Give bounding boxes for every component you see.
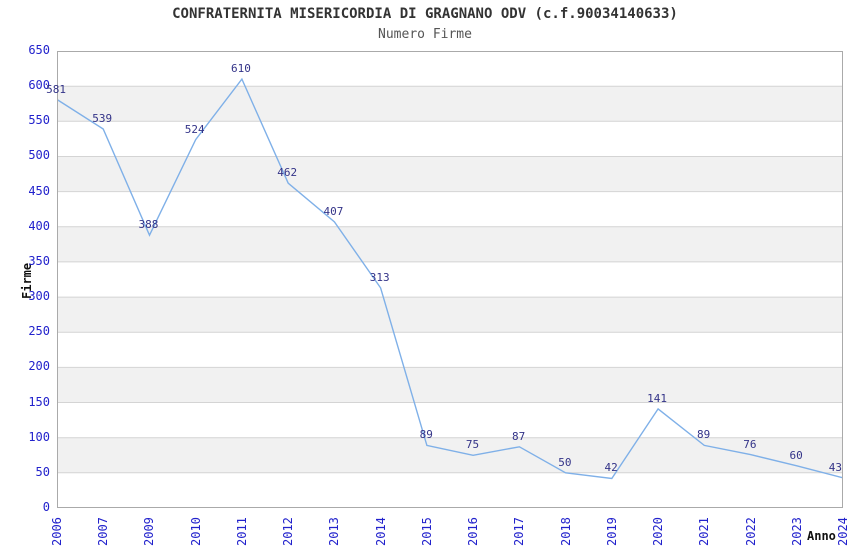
x-tick-label: 2015 bbox=[419, 517, 434, 546]
data-point-value: 581 bbox=[46, 82, 66, 96]
y-tick-label: 0 bbox=[42, 500, 50, 514]
x-tick-label: 2007 bbox=[96, 517, 111, 546]
y-tick-label: 600 bbox=[28, 78, 50, 93]
data-point-value: 42 bbox=[604, 461, 618, 475]
chart-subtitle: Numero Firme bbox=[378, 27, 472, 42]
background-band bbox=[57, 86, 843, 122]
x-axis-title: Anno bbox=[807, 529, 836, 543]
data-point-value: 462 bbox=[277, 166, 298, 180]
y-tick-label: 150 bbox=[28, 394, 50, 409]
data-point-value: 313 bbox=[369, 270, 390, 284]
plot-svg bbox=[56, 50, 844, 508]
x-tick-label: 2006 bbox=[50, 517, 64, 546]
y-tick-label: 400 bbox=[28, 218, 50, 233]
y-tick-label: 350 bbox=[28, 253, 50, 268]
x-tick-label: 2009 bbox=[142, 517, 157, 546]
data-point-value: 610 bbox=[231, 62, 251, 76]
x-tick-label: 2014 bbox=[373, 517, 388, 546]
data-point-value: 50 bbox=[558, 455, 572, 469]
background-band bbox=[57, 367, 843, 403]
y-tick-label: 450 bbox=[28, 183, 50, 198]
chart-title: CONFRATERNITA MISERICORDIA DI GRAGNANO O… bbox=[172, 6, 678, 22]
background-band bbox=[57, 226, 843, 262]
data-point-value: 407 bbox=[323, 204, 344, 218]
x-tick-label: 2023 bbox=[789, 517, 804, 546]
y-tick-label: 100 bbox=[28, 429, 50, 444]
y-tick-label: 650 bbox=[28, 43, 50, 57]
x-tick-label: 2021 bbox=[697, 517, 712, 546]
x-tick-label: 2018 bbox=[558, 517, 573, 546]
data-point-value: 141 bbox=[647, 391, 667, 405]
plot-area bbox=[56, 50, 844, 508]
data-point-value: 87 bbox=[512, 429, 526, 443]
background-band bbox=[57, 156, 843, 192]
x-tick-label: 2013 bbox=[327, 517, 342, 546]
y-tick-label: 50 bbox=[35, 464, 50, 479]
data-point-value: 76 bbox=[743, 437, 757, 451]
plot-border bbox=[57, 51, 843, 508]
x-tick-label: 2019 bbox=[604, 517, 619, 546]
data-point-value: 89 bbox=[419, 428, 433, 442]
x-tick-label: 2011 bbox=[234, 517, 249, 546]
data-line bbox=[56, 77, 844, 480]
data-point-value: 388 bbox=[138, 218, 159, 232]
y-tick-label: 550 bbox=[28, 113, 50, 128]
background-band bbox=[57, 297, 843, 333]
data-point-value: 60 bbox=[789, 448, 803, 462]
x-tick-label: 2020 bbox=[651, 517, 666, 546]
background-band bbox=[57, 437, 843, 473]
x-tick-label: 2017 bbox=[512, 517, 527, 546]
y-tick-label: 200 bbox=[28, 359, 50, 374]
x-tick-label: 2012 bbox=[281, 517, 296, 546]
data-point-value: 43 bbox=[828, 460, 842, 474]
x-tick-label: 2022 bbox=[743, 517, 758, 546]
y-tick-label: 250 bbox=[28, 324, 50, 339]
x-tick-label: 2016 bbox=[466, 517, 481, 546]
data-point-value: 89 bbox=[696, 428, 711, 442]
data-point-value: 539 bbox=[92, 112, 113, 126]
y-tick-label: 500 bbox=[28, 148, 50, 163]
x-tick-label: 2024 bbox=[836, 517, 850, 546]
data-point-value: 75 bbox=[465, 438, 480, 452]
y-tick-label: 300 bbox=[28, 289, 50, 304]
x-tick-label: 2010 bbox=[188, 517, 203, 546]
data-point-value: 524 bbox=[184, 122, 205, 136]
